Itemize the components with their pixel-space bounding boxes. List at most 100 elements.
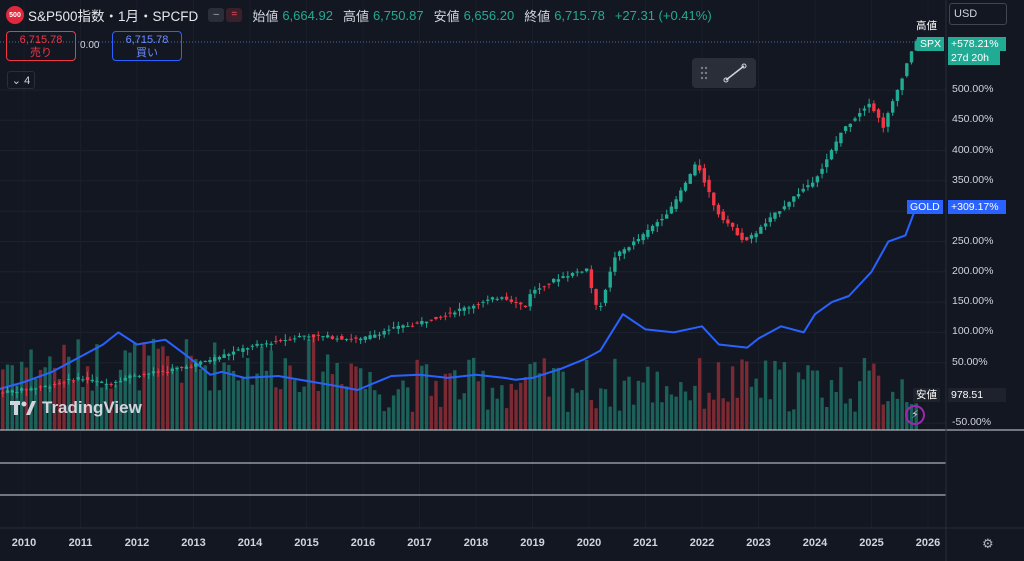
volume-bar (48, 356, 52, 430)
candle-body (85, 377, 90, 381)
candle-body (622, 249, 627, 254)
candle-body (848, 123, 853, 128)
candle-body (801, 188, 805, 192)
volume-bar (165, 356, 170, 430)
candle-body (486, 299, 490, 301)
x-tick-label: 2017 (407, 537, 432, 549)
candle-body (580, 271, 584, 273)
candle-body (471, 305, 476, 309)
candle-body (410, 325, 415, 327)
lightning-icon[interactable]: ⚡ (905, 405, 925, 425)
candle-body (264, 343, 269, 345)
minus-icon[interactable]: – (208, 8, 225, 22)
volume-bar (24, 367, 29, 430)
sell-button[interactable]: 6,715.78 売り (6, 31, 76, 61)
volume-bar (740, 359, 744, 430)
symbol-title[interactable]: S&P500指数・1月・SPCFD (28, 9, 199, 24)
candle-body (867, 103, 871, 108)
volume-bar (763, 360, 768, 430)
open-label: 始値 (252, 8, 279, 24)
volume-bar (777, 369, 782, 430)
volume-bar (523, 376, 528, 430)
volume-bar (391, 395, 396, 430)
candle-body (448, 312, 452, 314)
volume-bar (198, 369, 203, 430)
x-tick-label: 2025 (859, 537, 884, 549)
candle-body (763, 223, 768, 227)
trend-line-icon[interactable] (692, 58, 756, 88)
gold-tag-pct: +309.17% (948, 200, 1006, 214)
volume-bar (212, 342, 217, 430)
low-label: 安値 (433, 8, 460, 24)
candle-body (853, 118, 857, 121)
legend-collapse-button[interactable]: ⌄ 4 (7, 71, 35, 89)
candle-body (184, 366, 189, 369)
candle-body (302, 335, 306, 337)
candle-body (759, 226, 763, 234)
volume-bar (321, 371, 325, 430)
buy-button[interactable]: 6,715.78 買い (112, 31, 182, 61)
low-value: 6,656.20 (463, 7, 515, 23)
sp500-logo-icon[interactable]: 500 (6, 6, 24, 24)
x-tick-label: 2015 (294, 537, 319, 549)
drawing-tool-widget[interactable] (692, 58, 756, 88)
candle-body (175, 367, 179, 369)
candle-body (712, 192, 716, 206)
volume-bar (325, 354, 330, 430)
double-bar-icon[interactable]: = (226, 8, 243, 22)
volume-bar (434, 380, 438, 430)
volume-bar (443, 373, 448, 430)
volume-bar (490, 387, 495, 430)
volume-bar (57, 378, 62, 430)
candle-body (839, 132, 843, 144)
volume-bar (679, 382, 683, 430)
close-label: 終値 (524, 8, 551, 24)
volume-bar (674, 396, 678, 430)
candle-body (462, 307, 466, 311)
candle-body (368, 335, 372, 339)
candle-body (99, 381, 104, 383)
candle-body (749, 235, 754, 239)
candle-body (43, 385, 47, 387)
currency-value: USD (954, 8, 978, 20)
candle-body (881, 117, 885, 128)
candle-body (467, 307, 471, 309)
candle-body (57, 383, 62, 385)
settings-gear-icon[interactable]: ⚙ (982, 536, 994, 551)
y-tick-label: -50.00% (952, 416, 992, 429)
candle-body (716, 204, 721, 215)
volume-bar (104, 383, 109, 430)
volume-bar (683, 391, 688, 430)
volume-bar (730, 366, 735, 430)
y-tick-label: 100.00% (952, 325, 994, 338)
volume-bar (886, 401, 890, 430)
volume-bar (801, 379, 805, 430)
volume-bar (241, 376, 245, 430)
y-tick-label: 500.00% (952, 83, 994, 95)
candle-body (358, 338, 363, 341)
high-value: 6,750.87 (372, 7, 424, 23)
candle-body (132, 375, 137, 377)
candle-body (632, 241, 636, 246)
candle-body (297, 335, 302, 338)
candle-body (90, 379, 94, 382)
volume-bar (340, 384, 344, 430)
candle-body (147, 373, 151, 375)
candle-body (48, 387, 52, 389)
volume-bar (293, 380, 297, 430)
candle-body (735, 228, 740, 236)
volume-bar (617, 410, 622, 430)
currency-select[interactable]: USD (949, 3, 1007, 25)
volume-bar (566, 411, 570, 430)
y-tick-label: 250.00% (952, 234, 994, 247)
candle-body (782, 206, 787, 210)
candle-body (227, 354, 231, 356)
x-tick-label: 2024 (802, 537, 828, 549)
volume-bar (702, 408, 707, 430)
tradingview-watermark: TradingView (10, 398, 142, 418)
candle-body (151, 371, 156, 374)
volume-bar (19, 361, 24, 430)
candle-body (434, 316, 438, 320)
volume-bar (189, 355, 193, 430)
